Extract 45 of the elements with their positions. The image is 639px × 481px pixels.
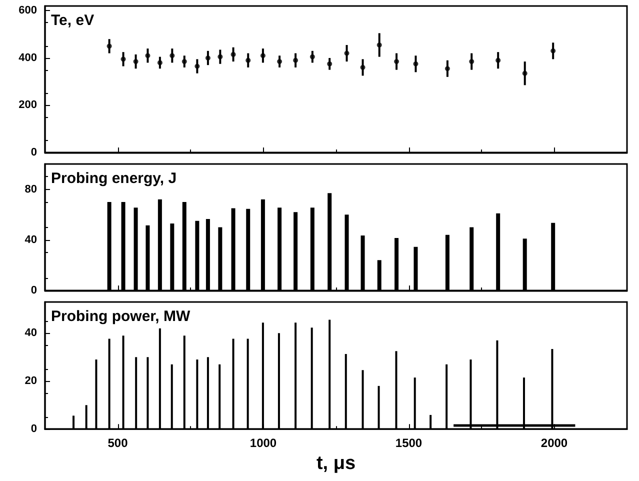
chart-title: Probing power, MW (51, 308, 191, 325)
y-tick-label: 0 (30, 146, 37, 158)
y-tick-label: 40 (24, 327, 37, 340)
point (157, 60, 162, 66)
point (522, 70, 528, 76)
y-tick-label: 200 (18, 99, 37, 112)
x-tick-label: 1500 (395, 436, 422, 450)
point (360, 64, 366, 70)
point (246, 58, 251, 63)
point (145, 53, 150, 58)
point (205, 55, 210, 60)
point (194, 64, 200, 69)
point (230, 52, 236, 57)
point (550, 48, 556, 54)
point (344, 50, 350, 56)
point (496, 58, 501, 63)
point (327, 61, 332, 66)
point (218, 54, 223, 60)
x-tick-label: 1000 (250, 436, 277, 450)
chart-title: Te, eV (51, 12, 94, 29)
point (413, 61, 418, 66)
x-tick-label: 2000 (540, 436, 568, 450)
chart-title: Probing energy, J (51, 170, 177, 187)
y-tick-label: 40 (24, 234, 37, 246)
point (277, 59, 282, 64)
point (106, 44, 112, 49)
y-tick-label: 0 (30, 423, 37, 436)
y-tick-label: 400 (18, 52, 37, 64)
point (260, 53, 266, 58)
y-tick-label: 80 (24, 183, 37, 196)
point (444, 66, 450, 72)
point (376, 42, 382, 48)
point (170, 53, 175, 58)
point (394, 59, 400, 64)
point (120, 56, 126, 62)
x-axis-title: t, μs (316, 453, 356, 474)
y-tick-label: 600 (18, 4, 37, 17)
point (293, 58, 298, 63)
point (182, 59, 187, 64)
point (310, 54, 315, 60)
y-tick-label: 20 (24, 375, 37, 388)
x-tick-label: 500 (108, 436, 128, 450)
point (469, 59, 474, 64)
y-tick-label: 0 (30, 284, 37, 296)
point (133, 59, 138, 64)
